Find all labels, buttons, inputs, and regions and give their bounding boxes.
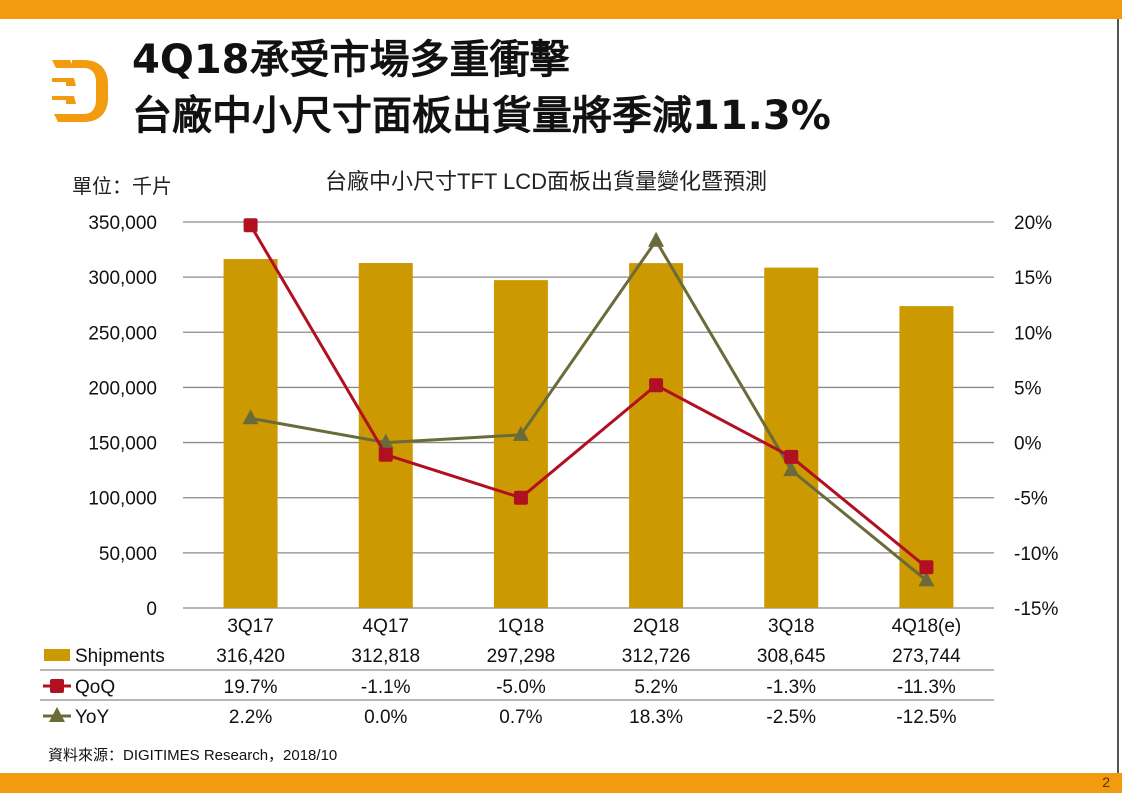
bar-shipments: [899, 306, 954, 608]
table-cell-shipments: 316,420: [216, 646, 285, 667]
table-cell-yoy: 18.3%: [629, 707, 683, 728]
marker-qoq: [649, 378, 664, 393]
slide-title: 4Q18承受市場多重衝擊 台廠中小尺寸面板出貨量將季減11.3%: [132, 32, 831, 144]
marker-qoq: [784, 449, 799, 464]
left-axis-tick: 150,000: [88, 434, 157, 455]
table-cell-shipments: 308,645: [757, 646, 826, 667]
table-cell-shipments: 297,298: [487, 646, 556, 667]
left-axis-tick: 200,000: [88, 378, 157, 399]
right-axis-tick: 10%: [1014, 323, 1052, 344]
left-axis-tick: 0: [146, 599, 157, 620]
legend-label-yoy: YoY: [75, 707, 109, 728]
table-cell-yoy: -12.5%: [896, 707, 956, 728]
marker-yoy: [648, 231, 665, 247]
table-cell-qoq: -5.0%: [496, 677, 546, 698]
category-label: 3Q18: [768, 616, 814, 637]
bar-shipments: [493, 280, 548, 608]
legend-label-shipments: Shipments: [75, 646, 165, 667]
category-label: 4Q18(e): [892, 616, 962, 637]
top-brand-bar: [0, 0, 1122, 19]
marker-qoq: [243, 218, 258, 233]
table-cell-yoy: -2.5%: [766, 707, 816, 728]
legend-marker-yoy: [49, 707, 65, 722]
title-line-1: 4Q18承受市場多重衝擊: [132, 37, 570, 83]
category-label: 4Q17: [363, 616, 409, 637]
bar-shipments: [629, 263, 684, 608]
left-axis-tick: 250,000: [88, 323, 157, 344]
marker-yoy: [242, 409, 259, 425]
category-label: 3Q17: [227, 616, 273, 637]
page-number: 2: [1102, 774, 1110, 790]
right-axis-tick: -15%: [1014, 599, 1058, 620]
right-axis-tick: 0%: [1014, 434, 1042, 455]
unit-label: 單位：千片: [72, 176, 172, 198]
table-cell-yoy: 0.0%: [364, 707, 407, 728]
marker-qoq: [513, 490, 528, 505]
marker-yoy: [377, 433, 394, 449]
legend-label-qoq: QoQ: [75, 677, 115, 698]
right-axis-tick: 15%: [1014, 268, 1052, 289]
left-axis-tick: 50,000: [99, 544, 157, 565]
category-label: 2Q18: [633, 616, 679, 637]
marker-yoy: [512, 425, 529, 441]
title-line-2: 台廠中小尺寸面板出貨量將季減11.3%: [132, 93, 831, 139]
marker-qoq: [378, 447, 393, 462]
legend-key-shipments: [44, 649, 70, 661]
table-cell-qoq: -11.3%: [897, 677, 956, 698]
category-label: 1Q18: [498, 616, 544, 637]
line-yoy: [250, 237, 928, 582]
right-axis-tick: 20%: [1014, 213, 1052, 234]
marker-yoy: [783, 461, 800, 477]
right-axis-tick: 5%: [1014, 378, 1042, 399]
digitimes-d-logo-icon: [52, 60, 108, 122]
table-cell-shipments: 273,744: [892, 646, 961, 667]
legend-marker-qoq: [50, 679, 64, 693]
line-qoq: [249, 224, 928, 569]
table-cell-qoq: -1.3%: [766, 677, 816, 698]
table-cell-qoq: 5.2%: [634, 677, 677, 698]
right-axis-tick: -5%: [1014, 489, 1048, 510]
table-cell-qoq: 19.7%: [224, 677, 278, 698]
bottom-brand-bar: [0, 773, 1122, 793]
left-axis-tick: 350,000: [88, 213, 157, 234]
bar-shipments: [223, 259, 278, 608]
left-axis-tick: 100,000: [88, 489, 157, 510]
left-axis-tick: 300,000: [88, 268, 157, 289]
table-cell-qoq: -1.1%: [361, 677, 411, 698]
marker-yoy: [918, 571, 935, 587]
table-cell-shipments: 312,726: [622, 646, 691, 667]
slide-right-border: [1117, 19, 1119, 773]
table-cell-yoy: 2.2%: [229, 707, 272, 728]
table-cell-shipments: 312,818: [351, 646, 420, 667]
source-note: 資料來源：DIGITIMES Research，2018/10: [48, 747, 338, 764]
chart-title: 台廠中小尺寸TFT LCD面板出貨量變化暨預測: [325, 169, 768, 194]
table-cell-yoy: 0.7%: [499, 707, 542, 728]
right-axis-tick: -10%: [1014, 544, 1058, 565]
marker-qoq: [919, 560, 934, 575]
